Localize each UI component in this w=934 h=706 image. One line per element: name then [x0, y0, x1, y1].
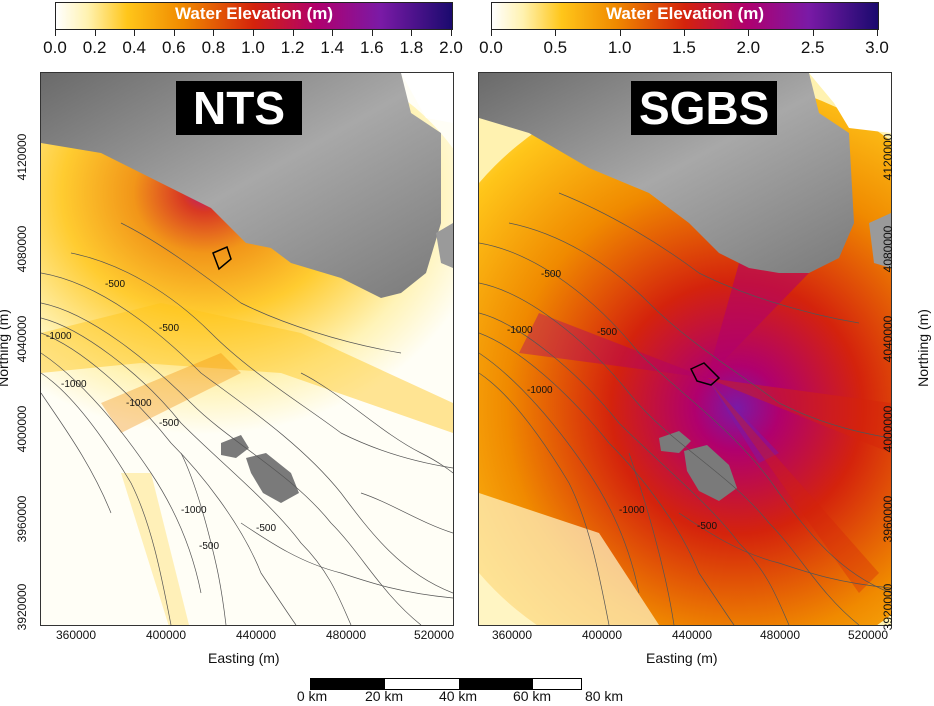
colorbar-tick-label: 1.0	[607, 38, 632, 57]
y-tick-label: 4120000	[15, 133, 29, 181]
colorbar-sgbs: Water Elevation (m)	[491, 2, 879, 30]
x-tick-label: 520000	[847, 628, 889, 642]
contour-label: -500	[159, 418, 180, 429]
colorbar-tick-mark	[55, 30, 56, 36]
colorbar-tick-label: 1.2	[280, 38, 305, 57]
colorbar-tick-label: 3.0	[865, 38, 889, 57]
map-panel-sgbs: SGBS -500 -1000 -500 -1000 -1000 -500	[478, 72, 892, 626]
colorbar-tick-label: 2.5	[800, 38, 825, 57]
contour-label: -500	[541, 269, 562, 280]
y-axis-title-right: Northing (m)	[914, 309, 931, 387]
colorbar-tick-mark	[371, 30, 373, 36]
colorbar-nts: Water Elevation (m)	[55, 2, 453, 30]
colorbar-tick-mark	[451, 30, 452, 36]
contour-label: -1000	[527, 385, 553, 396]
colorbar-tick-label: 0.0	[479, 38, 503, 57]
contour-labels-sgbs: -500 -1000 -500 -1000 -1000 -500	[479, 73, 891, 625]
colorbar-tick-mark	[411, 30, 413, 36]
scale-bar-label: 0 km	[296, 688, 328, 704]
y-tick-label: 3960000	[15, 495, 29, 543]
scale-bar-label: 40 km	[438, 688, 478, 704]
colorbar-tick-mark	[619, 30, 621, 36]
y-axis-title-left: Northing (m)	[0, 309, 11, 387]
scale-bar-segment	[311, 679, 385, 689]
colorbar-tick-label: 1.8	[399, 38, 424, 57]
contour-label: -500	[159, 323, 180, 334]
colorbar-tick-mark	[94, 30, 96, 36]
contour-label: -500	[256, 523, 277, 534]
colorbar-title-sgbs: Water Elevation (m)	[605, 4, 765, 23]
contour-label: -1000	[619, 505, 645, 516]
colorbar-tick-mark	[332, 30, 334, 36]
colorbar-tick-label: 1.0	[241, 38, 265, 57]
contour-label: -1000	[126, 398, 152, 409]
contour-label: -1000	[181, 505, 207, 516]
colorbar-title-nts: Water Elevation (m)	[174, 4, 334, 23]
colorbar-tick-label: 1.6	[359, 38, 384, 57]
contour-label: -500	[597, 327, 618, 338]
colorbar-tick-label: 2.0	[736, 38, 761, 57]
contour-label: -500	[105, 279, 126, 290]
contour-labels-nts: -500 -500 -1000 -1000 -1000 -500 -1000 -…	[41, 73, 453, 625]
colorbar-tick-label: 0.6	[161, 38, 186, 57]
x-axis-title-left: Easting (m)	[208, 650, 280, 666]
y-tick-label: 3960000	[881, 495, 895, 543]
y-tick-label: 4000000	[15, 405, 29, 453]
contour-label: -500	[199, 541, 220, 552]
scale-bar-segment	[533, 679, 581, 689]
y-tick-label: 4040000	[15, 315, 29, 363]
y-tick-label: 4080000	[881, 225, 895, 273]
y-tick-label: 4040000	[881, 315, 895, 363]
y-tick-label: 3920000	[15, 583, 29, 631]
x-tick-label: 360000	[491, 628, 533, 642]
colorbar-tick-label: 1.5	[672, 38, 696, 57]
contour-label: -500	[697, 521, 718, 532]
map-panel-nts: NTS -500 -500 -1000 -1000 -1000 -500 -10…	[40, 72, 454, 626]
colorbar-tick-mark	[684, 30, 685, 36]
contour-label: -1000	[61, 379, 87, 390]
panel-label-nts: NTS	[176, 81, 302, 135]
contour-label: -1000	[507, 325, 533, 336]
x-tick-label: 480000	[325, 628, 367, 642]
x-tick-label: 480000	[759, 628, 801, 642]
y-tick-label: 4080000	[15, 225, 29, 273]
map-nts	[41, 73, 453, 625]
y-tick-label: 4000000	[881, 405, 895, 453]
y-tick-label: 4120000	[881, 133, 895, 181]
colorbar-tick-label: 2.0	[439, 38, 463, 57]
x-axis-title-right: Easting (m)	[646, 650, 718, 666]
x-tick-label: 400000	[145, 628, 187, 642]
colorbar-tick-label: 0.4	[122, 38, 147, 57]
contour-label: -1000	[46, 331, 72, 342]
colorbar-tick-mark	[173, 30, 175, 36]
colorbar-tick-label: 1.4	[320, 38, 345, 57]
colorbar-tick-mark	[555, 30, 557, 36]
x-tick-label: 360000	[55, 628, 97, 642]
colorbar-tick-mark	[812, 30, 814, 36]
colorbar-tick-label: 0.5	[543, 38, 568, 57]
colorbar-tick-mark	[292, 30, 294, 36]
x-tick-label: 440000	[235, 628, 277, 642]
scale-bar-label: 80 km	[584, 688, 624, 704]
colorbar-tick-mark	[253, 30, 254, 36]
scale-bar-segment	[385, 679, 459, 689]
colorbar-tick-mark	[213, 30, 215, 36]
scale-bar-segment	[459, 679, 533, 689]
colorbar-tick-mark	[491, 30, 492, 36]
colorbar-tick-mark	[134, 30, 136, 36]
colorbar-tick-label: 0.2	[82, 38, 107, 57]
scale-bar	[310, 678, 582, 690]
colorbar-tick-mark	[877, 30, 878, 36]
scale-bar-label: 20 km	[364, 688, 404, 704]
y-tick-label: 3920000	[881, 583, 895, 631]
colorbar-tick-label: 0.8	[201, 38, 226, 57]
panel-label-sgbs: SGBS	[631, 81, 777, 135]
x-tick-label: 440000	[671, 628, 713, 642]
x-tick-label: 520000	[413, 628, 455, 642]
colorbar-tick-mark	[748, 30, 750, 36]
colorbar-tick-label: 0.0	[43, 38, 67, 57]
scale-bar-label: 60 km	[512, 688, 552, 704]
x-tick-label: 400000	[581, 628, 623, 642]
